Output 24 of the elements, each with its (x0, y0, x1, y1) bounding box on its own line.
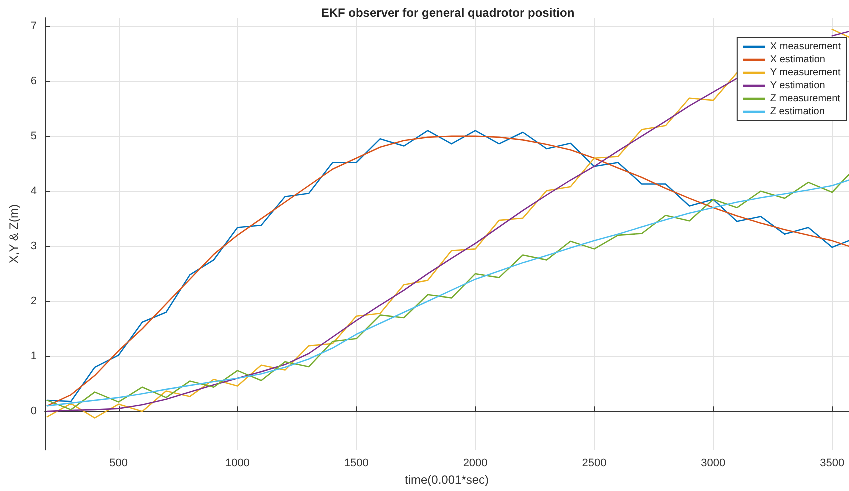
y-tick-label: 2 (30, 295, 38, 308)
x-tick-label: 3500 (820, 458, 845, 470)
y-tick-label: 4 (30, 185, 38, 198)
y-tick-label: 6 (30, 75, 38, 88)
y-axis-title: X,Y & Z(m) (7, 204, 21, 264)
x-tick-label: 2000 (463, 458, 488, 470)
y-tick-label: 0 (30, 406, 38, 418)
legend-label: Z estimation (770, 106, 825, 118)
legend-label: Z measurement (770, 94, 841, 104)
y-tick-label: 1 (30, 350, 38, 363)
x-tick-label: 3000 (701, 458, 726, 470)
x-tick-label: 500 (110, 458, 128, 470)
legend-label: Y measurement (770, 68, 842, 78)
legend-label: Y estimation (770, 80, 826, 92)
y-tick-label: 7 (30, 20, 38, 32)
y-tick-label: 3 (30, 240, 38, 252)
legend-label: X measurement (770, 42, 842, 52)
x-tick-label: 1000 (225, 458, 250, 470)
y-tick-label: 5 (30, 130, 38, 142)
x-axis-title: time(0.001*sec) (404, 473, 490, 487)
x-tick-label: 2500 (582, 458, 607, 470)
chart-title: EKF observer for general quadrotor position (321, 6, 575, 20)
x-tick-label: 1500 (344, 458, 369, 470)
legend-label: X estimation (770, 54, 826, 66)
